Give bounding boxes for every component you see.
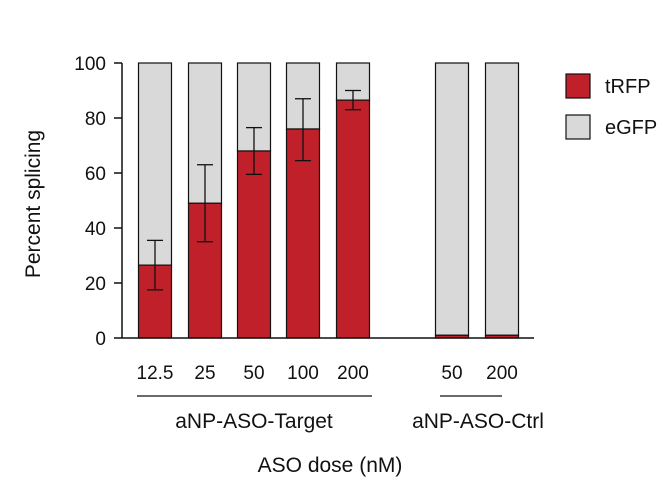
axes-layer: 0 20 40 60 80 100 12.5 25 50 100 200 50 200 bbox=[74, 54, 534, 397]
bar-egfp-0 bbox=[137, 62, 173, 266]
group-label-target: aNP-ASO-Target bbox=[175, 410, 333, 433]
y-tick-label-3: 60 bbox=[85, 164, 106, 185]
y-tick-label-5: 100 bbox=[74, 54, 106, 75]
x-tick-label-1: 25 bbox=[194, 363, 215, 384]
x-tick-label-5: 50 bbox=[441, 363, 462, 384]
legend-label-egfp: eGFP bbox=[605, 117, 657, 139]
bar-trfp-2 bbox=[236, 150, 272, 339]
x-tick-label-4: 200 bbox=[337, 363, 369, 384]
error-bar-1 bbox=[197, 164, 213, 243]
error-bar-4 bbox=[345, 89, 361, 111]
x-tick-label-0: 12.5 bbox=[137, 363, 174, 384]
legend-swatch-trfp bbox=[565, 73, 591, 99]
y-tick-label-2: 40 bbox=[85, 219, 106, 240]
error-bar-0 bbox=[147, 239, 163, 291]
error-bar-2 bbox=[246, 126, 262, 176]
bar-egfp-6 bbox=[484, 62, 520, 336]
error-bars-layer bbox=[147, 89, 361, 291]
legend-label-trfp: tRFP bbox=[605, 76, 651, 98]
x-tick-label-3: 100 bbox=[287, 363, 319, 384]
legend: tRFP eGFP bbox=[565, 73, 657, 140]
bars-layer bbox=[137, 62, 520, 339]
bar-trfp-4 bbox=[335, 99, 371, 339]
y-tick-label-0: 0 bbox=[95, 329, 106, 350]
y-tick-label-4: 80 bbox=[85, 109, 106, 130]
x-tick-label-6: 200 bbox=[486, 363, 518, 384]
x-axis-label: ASO dose (nM) bbox=[258, 454, 403, 477]
bar-trfp-3 bbox=[285, 128, 321, 339]
y-tick-label-1: 20 bbox=[85, 274, 106, 295]
error-bar-3 bbox=[295, 98, 311, 162]
x-tick-label-2: 50 bbox=[243, 363, 264, 384]
legend-swatch-egfp bbox=[565, 114, 591, 140]
y-axis-label: Percent splicing bbox=[22, 130, 45, 278]
bar-egfp-5 bbox=[434, 62, 470, 336]
group-label-ctrl: aNP-ASO-Ctrl bbox=[412, 410, 544, 433]
